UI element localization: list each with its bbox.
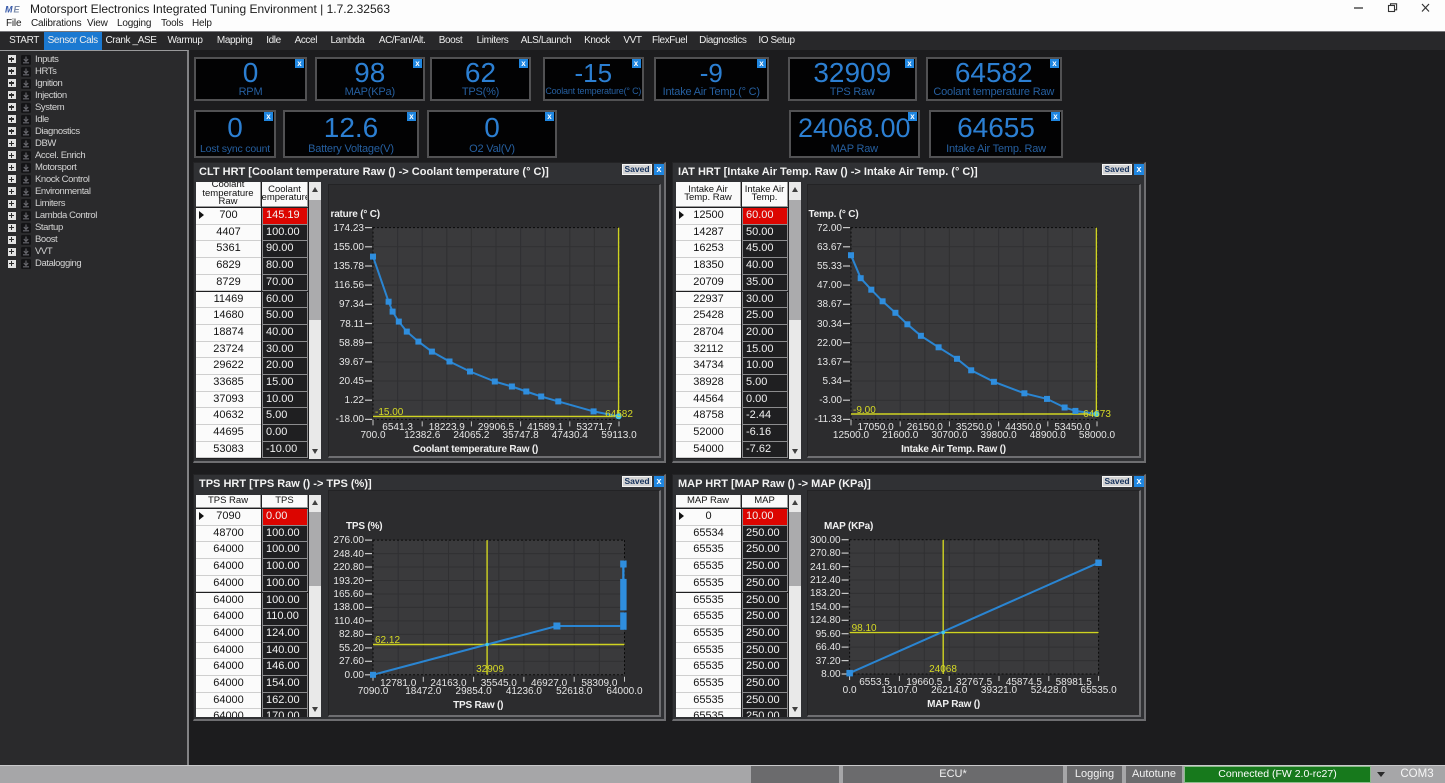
svg-text:E: E	[14, 5, 21, 15]
svg-text:M: M	[5, 5, 13, 15]
